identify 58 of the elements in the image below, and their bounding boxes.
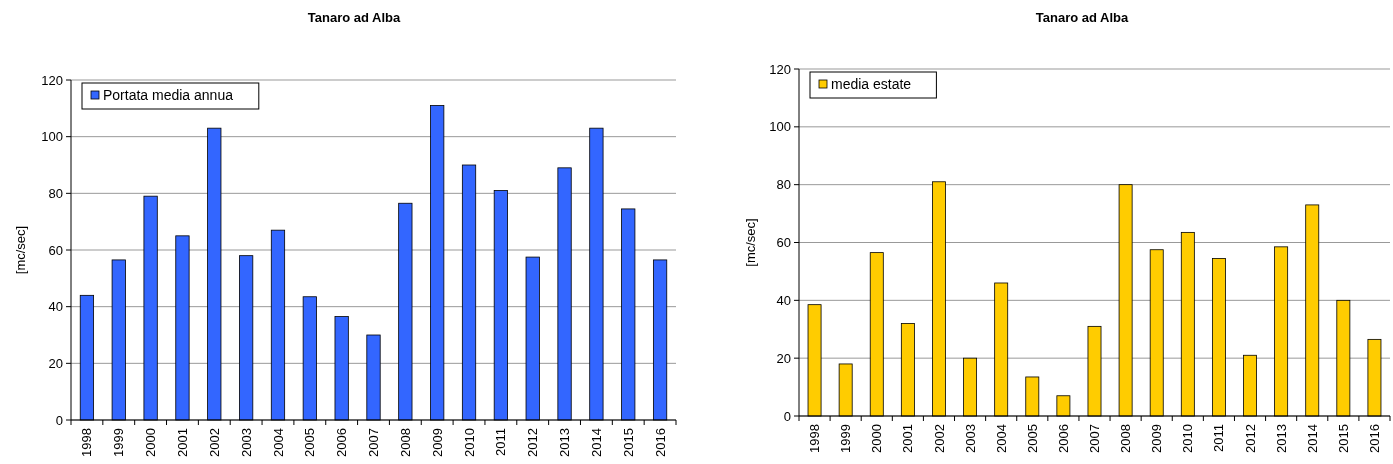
y-tick-label: 60	[776, 235, 791, 251]
x-tick-label: 2004	[270, 428, 286, 457]
x-tick-label: 1998	[79, 428, 95, 457]
chart-title: Tanaro ad Alba	[1035, 10, 1129, 25]
x-tick-label: 2009	[1149, 424, 1165, 453]
x-tick-label: 2006	[334, 428, 350, 457]
x-tick-label: 2002	[206, 428, 222, 457]
y-tick-label: 60	[48, 242, 63, 258]
x-tick-label: 2016	[1367, 424, 1382, 453]
y-tick-label: 40	[48, 299, 63, 315]
x-tick-label: 2005	[302, 428, 318, 457]
y-tick-label: 100	[769, 119, 791, 135]
y-tick-label: 120	[41, 72, 63, 88]
y-tick-label: 20	[776, 350, 791, 366]
x-tick-label: 2003	[238, 428, 254, 457]
x-tick-label: 2002	[931, 424, 947, 453]
x-tick-label: 2016	[652, 428, 668, 457]
y-tick-label: 80	[48, 185, 63, 201]
chart-title: Tanaro ad Alba	[307, 10, 401, 25]
x-tick-label: 2008	[397, 428, 413, 457]
x-tick-label: 2013	[557, 428, 573, 457]
x-tick-label: 2010	[461, 428, 477, 457]
x-tick-label: 2003	[962, 424, 978, 453]
x-tick-label: 2014	[1304, 424, 1320, 453]
y-tick-label: 120	[769, 61, 791, 77]
x-tick-label: 2004	[993, 424, 1009, 453]
y-tick-label: 0	[55, 412, 63, 428]
x-tick-label: 1998	[807, 424, 823, 453]
x-tick-label: 2012	[525, 428, 541, 457]
legend-label: Portata media annua	[103, 86, 234, 103]
x-tick-label: 2009	[429, 428, 445, 457]
x-tick-label: 1999	[838, 424, 854, 453]
y-tick-label: 100	[41, 129, 63, 145]
x-tick-label: 2015	[1335, 424, 1351, 453]
y-tick-label: 20	[48, 355, 63, 371]
y-tick-label: 80	[776, 177, 791, 193]
legend-label: media estate	[831, 75, 912, 92]
x-tick-label: 2011	[493, 428, 509, 456]
y-tick-label: 0	[783, 408, 791, 424]
x-tick-label: 2006	[1055, 424, 1071, 453]
x-tick-label: 2012	[1242, 424, 1258, 453]
x-tick-label: 2001	[900, 424, 916, 453]
x-tick-label: 2007	[1087, 424, 1103, 453]
x-tick-label: 2001	[175, 428, 190, 457]
x-tick-label: 2014	[588, 428, 604, 457]
x-tick-label: 2008	[1118, 424, 1134, 453]
x-tick-label: 2013	[1273, 424, 1289, 453]
x-tick-label: 2011	[1211, 424, 1227, 452]
x-tick-label: 2015	[620, 428, 636, 457]
x-tick-label: 2005	[1024, 424, 1040, 453]
x-tick-label: 2000	[869, 424, 885, 453]
y-axis-title: [mc/sec]	[742, 218, 758, 267]
x-tick-label: 2010	[1180, 424, 1196, 453]
y-tick-label: 40	[776, 292, 791, 308]
x-tick-label: 2000	[143, 428, 159, 457]
x-tick-label: 2007	[366, 428, 382, 457]
x-tick-label: 1999	[111, 428, 127, 457]
y-axis-title: [mc/sec]	[12, 225, 28, 275]
